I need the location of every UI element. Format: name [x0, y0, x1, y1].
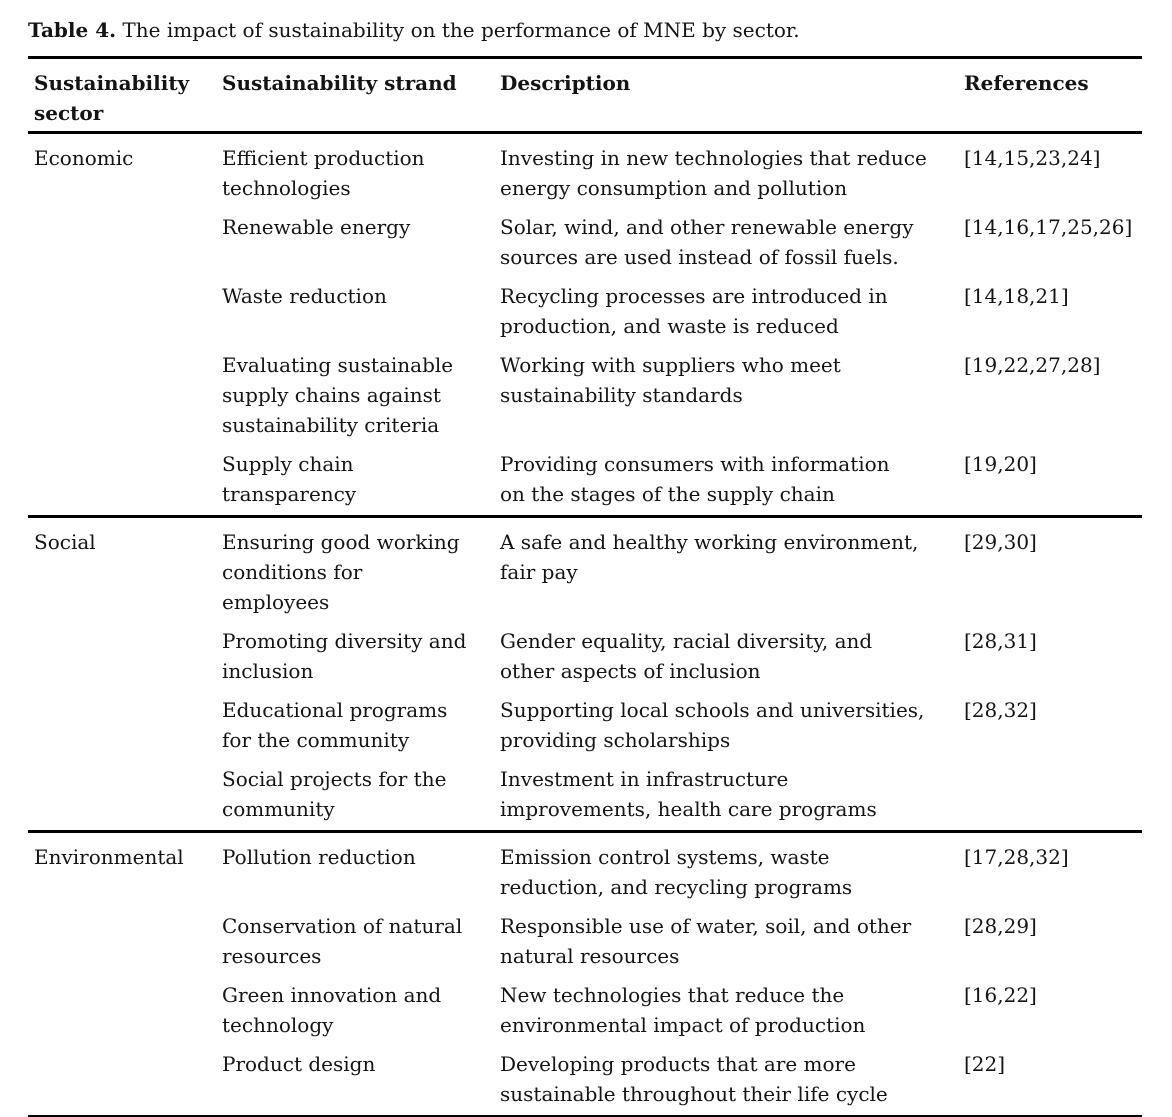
cell-strand: Product design	[222, 1052, 376, 1076]
table-row: Evaluating sustainable supply chains aga…	[28, 350, 1142, 440]
cell-sector	[28, 911, 216, 971]
cell-references: [17,28,32]	[964, 845, 1069, 869]
cell-references: [28,29]	[964, 914, 1037, 938]
cell-description: Supporting local schools and universitie…	[500, 698, 925, 752]
cell-references: [19,22,27,28]	[964, 353, 1101, 377]
cell-sector	[28, 350, 216, 440]
cell-sector	[28, 626, 216, 686]
cell-references	[958, 764, 1142, 824]
cell-references: [28,32]	[964, 698, 1037, 722]
cell-strand: Conservation of natural resources	[222, 914, 463, 968]
table-section-environmental: Environmental Pollution reduction Emissi…	[28, 830, 1142, 1109]
cell-description: Recycling processes are introduced in pr…	[500, 284, 888, 338]
table-row: Conservation of natural resources Respon…	[28, 911, 1142, 971]
cell-sector	[28, 695, 216, 755]
cell-references: [14,16,17,25,26]	[964, 215, 1133, 239]
table-row: Waste reduction Recycling processes are …	[28, 281, 1142, 341]
table-row: Supply chain transparency Providing cons…	[28, 449, 1142, 509]
table-row: Promoting diversity and inclusion Gender…	[28, 626, 1142, 686]
table-header-row: Sustainability sector Sustainability str…	[28, 56, 1142, 131]
table-row: Economic Efficient production technologi…	[28, 143, 1142, 203]
table-figure: Table 4. The impact of sustainability on…	[28, 0, 1142, 1117]
header-description: Description	[500, 71, 631, 95]
table-row: Renewable energy Solar, wind, and other …	[28, 212, 1142, 272]
header-sustainability-strand: Sustainability strand	[222, 71, 457, 95]
cell-references: [14,15,23,24]	[964, 146, 1101, 170]
cell-description: Gender equality, racial diversity, and o…	[500, 629, 873, 683]
cell-sector	[28, 764, 216, 824]
cell-description: Responsible use of water, soil, and othe…	[500, 914, 912, 968]
table-caption-text: The impact of sustainability on the perf…	[116, 18, 800, 42]
cell-sector	[28, 212, 216, 272]
cell-strand: Supply chain transparency	[222, 452, 357, 506]
cell-strand: Evaluating sustainable supply chains aga…	[222, 353, 454, 437]
cell-description: Investment in infrastructure improvement…	[500, 767, 877, 821]
cell-sector: Social	[34, 530, 96, 554]
cell-references: [19,20]	[964, 452, 1037, 476]
cell-strand: Pollution reduction	[222, 845, 416, 869]
table-caption: Table 4. The impact of sustainability on…	[28, 15, 1142, 45]
table-row: Green innovation and technology New tech…	[28, 980, 1142, 1040]
cell-strand: Promoting diversity and inclusion	[222, 629, 467, 683]
cell-references: [16,22]	[964, 983, 1037, 1007]
cell-strand: Efficient production technologies	[222, 146, 425, 200]
table-row: Educational programs for the community S…	[28, 695, 1142, 755]
cell-sector	[28, 1049, 216, 1109]
table-section-social: Social Ensuring good working conditions …	[28, 515, 1142, 824]
cell-description: Developing products that are more sustai…	[500, 1052, 888, 1106]
cell-strand: Waste reduction	[222, 284, 387, 308]
cell-strand: Ensuring good working conditions for emp…	[222, 530, 460, 614]
table-row: Product design Developing products that …	[28, 1049, 1142, 1109]
cell-references: [14,18,21]	[964, 284, 1069, 308]
cell-strand: Educational programs for the community	[222, 698, 448, 752]
document-table: Sustainability sector Sustainability str…	[28, 56, 1142, 1117]
cell-sector: Economic	[34, 146, 134, 170]
cell-sector	[28, 980, 216, 1040]
header-references: References	[964, 71, 1089, 95]
cell-sector	[28, 281, 216, 341]
table-caption-label: Table 4.	[28, 18, 117, 42]
cell-sector	[28, 449, 216, 509]
cell-description: Investing in new technologies that reduc…	[500, 146, 927, 200]
cell-references: [22]	[964, 1052, 1006, 1076]
cell-strand: Social projects for the community	[222, 767, 447, 821]
cell-description: New technologies that reduce the environ…	[500, 983, 866, 1037]
table-section-economic: Economic Efficient production technologi…	[28, 131, 1142, 509]
cell-description: Working with suppliers who meet sustaina…	[500, 353, 841, 407]
cell-description: Providing consumers with information on …	[500, 452, 890, 506]
cell-description: Emission control systems, waste reductio…	[500, 845, 853, 899]
cell-strand: Renewable energy	[222, 215, 411, 239]
cell-references: [28,31]	[964, 629, 1037, 653]
table-row: Environmental Pollution reduction Emissi…	[28, 842, 1142, 902]
cell-strand: Green innovation and technology	[222, 983, 442, 1037]
cell-sector: Environmental	[34, 845, 184, 869]
cell-description: Solar, wind, and other renewable energy …	[500, 215, 914, 269]
cell-references: [29,30]	[964, 530, 1037, 554]
header-sustainability-sector: Sustainability sector	[34, 71, 190, 125]
table-row: Social Ensuring good working conditions …	[28, 527, 1142, 617]
table-row: Social projects for the community Invest…	[28, 764, 1142, 824]
cell-description: A safe and healthy working environment, …	[500, 530, 919, 584]
